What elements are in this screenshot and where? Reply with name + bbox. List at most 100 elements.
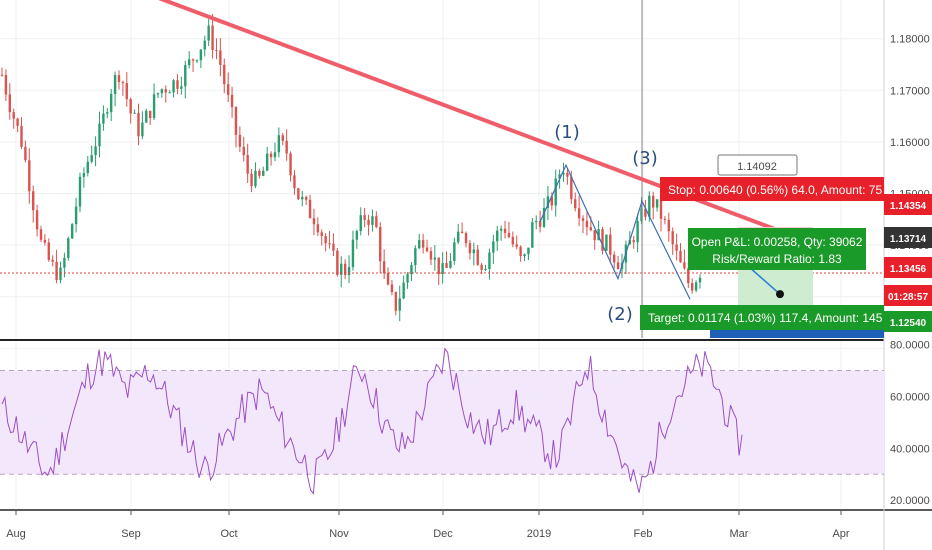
wave-path bbox=[539, 163, 691, 300]
candle bbox=[468, 239, 472, 260]
svg-text:1.12540: 1.12540 bbox=[890, 318, 927, 329]
candle bbox=[449, 253, 452, 269]
entry-tag-box bbox=[717, 154, 798, 176]
candle bbox=[632, 235, 635, 249]
candle bbox=[386, 267, 390, 286]
candle bbox=[460, 222, 464, 234]
candle bbox=[55, 249, 58, 284]
candle bbox=[675, 233, 678, 261]
candle bbox=[203, 35, 206, 57]
price-tag: 01:28:57 bbox=[884, 285, 932, 306]
candle bbox=[527, 247, 530, 261]
wave-label-3: (3) bbox=[632, 148, 658, 169]
candle bbox=[316, 217, 320, 236]
candle bbox=[117, 70, 121, 90]
candle bbox=[160, 88, 164, 98]
candle bbox=[453, 237, 456, 265]
candle bbox=[496, 225, 499, 251]
candle bbox=[492, 234, 495, 265]
rsi-band bbox=[0, 370, 884, 475]
candle bbox=[398, 285, 401, 322]
candle bbox=[269, 151, 273, 166]
candle bbox=[351, 230, 355, 271]
candle bbox=[273, 142, 277, 162]
candle bbox=[667, 212, 671, 242]
candle bbox=[265, 147, 269, 172]
candle bbox=[437, 257, 440, 285]
candle bbox=[293, 170, 296, 195]
candle bbox=[574, 192, 577, 212]
candle bbox=[74, 197, 78, 233]
time-tick-label: Dec bbox=[433, 528, 453, 540]
candle bbox=[238, 126, 242, 152]
candle bbox=[168, 90, 171, 94]
candle bbox=[254, 162, 257, 189]
candle bbox=[367, 214, 370, 236]
candle bbox=[187, 51, 191, 69]
candle bbox=[683, 249, 686, 270]
candle bbox=[35, 204, 39, 237]
candle bbox=[137, 103, 140, 146]
candle bbox=[219, 37, 222, 77]
candle bbox=[535, 215, 538, 230]
candle bbox=[394, 291, 398, 316]
open-pnl-label: Open P&L: 0.00258, Qty: 39062 bbox=[692, 235, 863, 249]
candle bbox=[234, 106, 238, 148]
price-tick-label: 1.17000 bbox=[890, 85, 930, 97]
candle bbox=[554, 169, 557, 217]
candle bbox=[109, 88, 113, 121]
candle bbox=[410, 261, 413, 281]
candle bbox=[679, 243, 682, 263]
candle bbox=[304, 195, 308, 206]
candle bbox=[609, 227, 612, 263]
candle bbox=[476, 244, 479, 266]
candle bbox=[671, 227, 674, 255]
candle bbox=[698, 274, 702, 289]
wave-label-1: (1) bbox=[554, 122, 580, 143]
candle bbox=[98, 111, 101, 158]
candle bbox=[184, 60, 187, 99]
candle bbox=[324, 233, 327, 252]
candle bbox=[78, 172, 82, 213]
candle bbox=[488, 248, 491, 280]
candle bbox=[94, 136, 97, 167]
candle bbox=[226, 72, 230, 102]
candle bbox=[593, 229, 596, 250]
candle bbox=[31, 185, 35, 223]
candle bbox=[215, 38, 218, 60]
candle bbox=[636, 213, 639, 253]
candle bbox=[523, 253, 526, 262]
candle bbox=[379, 222, 382, 274]
candle bbox=[566, 168, 569, 185]
rsi-tick-label: 80.0000 bbox=[890, 340, 930, 352]
candle bbox=[429, 247, 433, 266]
candle bbox=[336, 247, 339, 277]
candle bbox=[277, 127, 281, 158]
candle bbox=[328, 231, 331, 249]
target-box bbox=[640, 305, 884, 330]
candle bbox=[297, 187, 300, 201]
price-tags: 1.14354 1.13714 1.13456 01:28:57 1.12540 bbox=[884, 194, 932, 332]
stop-label: Stop: 0.00640 (0.56%) 64.0, Amount: 75 bbox=[668, 183, 882, 197]
rsi-tick-label: 20.0000 bbox=[890, 495, 930, 507]
rsi-tick-label: 40.0000 bbox=[890, 443, 930, 455]
candle bbox=[445, 251, 448, 269]
candle bbox=[242, 136, 245, 162]
candle bbox=[585, 211, 589, 236]
rsi-panel bbox=[0, 370, 884, 475]
rsi-tick-label: 60.0000 bbox=[890, 391, 930, 403]
candle bbox=[195, 59, 199, 64]
candle bbox=[28, 148, 31, 204]
svg-text:01:28:57: 01:28:57 bbox=[888, 292, 928, 303]
candle bbox=[546, 186, 550, 220]
candle bbox=[281, 132, 284, 146]
price-tag: 1.12540 bbox=[884, 311, 932, 332]
candle bbox=[312, 208, 316, 236]
price-tick-label: 1.16000 bbox=[890, 137, 930, 149]
candle bbox=[250, 168, 253, 193]
candle bbox=[519, 245, 522, 262]
candle bbox=[652, 191, 655, 220]
price-tick-label: 1.18000 bbox=[890, 34, 930, 46]
candle bbox=[172, 79, 175, 98]
